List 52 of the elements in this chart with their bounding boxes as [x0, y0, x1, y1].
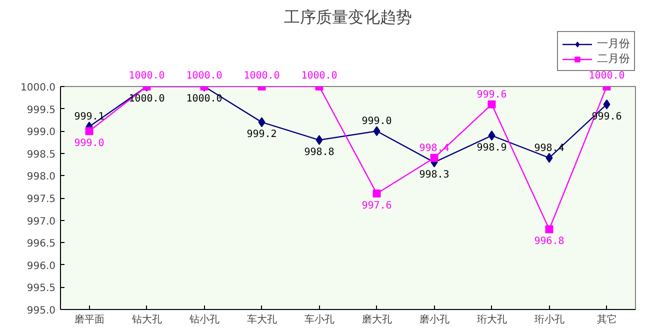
x-tick-label: 其它: [596, 314, 617, 326]
data-label: 998.8: [304, 147, 334, 158]
data-label: 999.0: [74, 138, 104, 150]
point: [545, 225, 554, 234]
y-tick-label: 997.5: [26, 194, 56, 205]
x-tick-label: 磨平面: [74, 314, 104, 326]
point: [372, 190, 381, 198]
chart-title: 工序质量变化趋势: [284, 8, 412, 26]
y-tick-label: 997.0: [26, 216, 56, 228]
x-tick-label: 珩小孔: [534, 314, 564, 326]
y-tick-label: 996.5: [26, 238, 56, 250]
data-label: 1000.0: [186, 94, 222, 104]
data-label: 1000.0: [128, 70, 165, 82]
x-tick-label: 磨小孔: [419, 314, 450, 326]
x-tick-label: 车大孔: [246, 314, 277, 326]
y-tick-label: 999.5: [26, 104, 56, 116]
point: [85, 127, 94, 136]
legend-label: 一月份: [597, 36, 630, 51]
data-label: 1000.0: [186, 70, 222, 82]
legend-label: 二月份: [597, 51, 630, 66]
x-tick-label: 钻小孔: [188, 314, 220, 326]
point: [546, 152, 553, 163]
y-tick-label: 996.0: [26, 260, 56, 272]
data-label: 999.2: [246, 129, 277, 140]
data-label: 997.6: [362, 200, 392, 212]
point: [430, 154, 438, 162]
x-tick-label: 珩大孔: [476, 314, 507, 326]
y-tick-label: 995.5: [26, 283, 56, 294]
x-tick-label: 磨大孔: [362, 314, 392, 326]
point: [603, 99, 610, 110]
data-label: 998.9: [476, 142, 507, 154]
y-tick-label: 998.5: [26, 149, 56, 160]
data-label: 1000.0: [301, 70, 338, 82]
point: [258, 117, 266, 128]
data-label: 998.3: [419, 169, 450, 180]
x-tick-label: 钻大孔: [130, 314, 162, 326]
data-label: 1000.0: [244, 70, 280, 82]
point: [373, 126, 380, 136]
data-label: 999.0: [362, 116, 392, 128]
x-tick-label: 车小孔: [304, 314, 334, 326]
point: [488, 100, 496, 108]
data-label: 1000.0: [588, 70, 625, 82]
point: [316, 135, 323, 146]
y-tick-label: 999.0: [26, 127, 56, 138]
y-tick-label: 998.0: [26, 172, 56, 183]
data-label: 1000.0: [128, 94, 165, 104]
y-tick-label: 1000.0: [20, 82, 56, 94]
data-label: 999.1: [74, 112, 104, 123]
point: [488, 130, 496, 141]
y-tick-label: 995.0: [26, 306, 56, 316]
data-label: 996.8: [534, 236, 564, 248]
data-label: 999.6: [476, 89, 507, 100]
